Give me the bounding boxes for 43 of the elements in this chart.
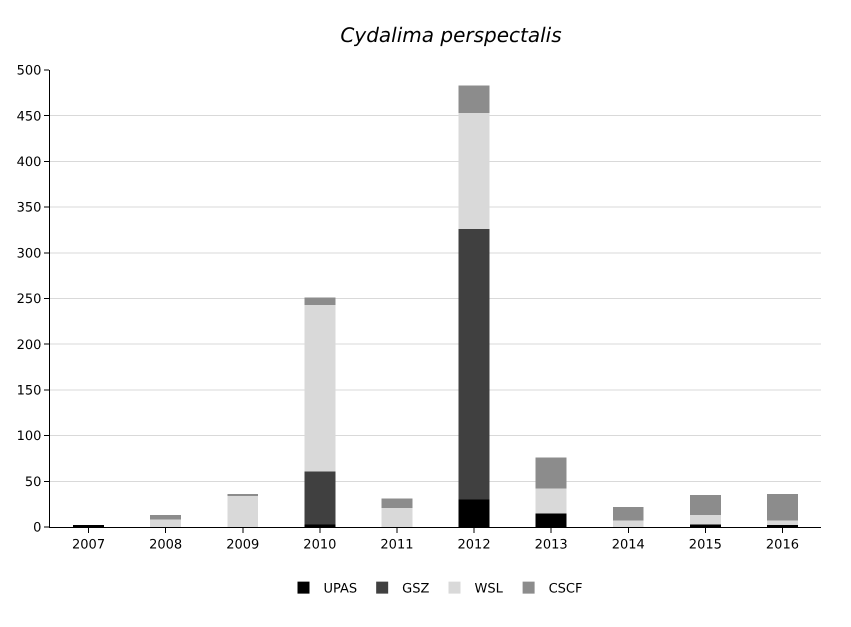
x-tick-label: 2015 xyxy=(688,538,722,553)
legend-label: CSCF xyxy=(548,582,582,597)
x-tick-label: 2008 xyxy=(149,538,182,553)
y-tick-label: 500 xyxy=(16,64,42,79)
x-tick-label: 2010 xyxy=(303,538,336,553)
bar xyxy=(304,298,336,305)
bar xyxy=(767,520,798,526)
bar xyxy=(690,495,721,516)
bar xyxy=(150,520,182,527)
y-tick-label: 350 xyxy=(16,200,42,216)
bar xyxy=(458,229,490,500)
y-tick-label: 50 xyxy=(24,474,42,490)
bar xyxy=(536,488,567,514)
bar xyxy=(458,86,490,113)
y-tick-label: 200 xyxy=(16,338,42,353)
bar xyxy=(227,495,258,527)
bar xyxy=(690,515,721,524)
x-tick-label: 2016 xyxy=(766,538,799,553)
y-tick-label: 300 xyxy=(16,246,42,262)
legend-label: GSZ xyxy=(402,582,430,597)
legend-label: UPAS xyxy=(324,582,358,597)
x-tick-label: 2014 xyxy=(612,538,645,553)
bar xyxy=(536,458,567,489)
bar xyxy=(150,515,182,520)
y-tick-label: 400 xyxy=(16,154,42,170)
y-tick-label: 0 xyxy=(33,520,42,536)
bar xyxy=(612,520,644,527)
x-tick-label: 2009 xyxy=(226,538,260,553)
x-tick-label: 2007 xyxy=(72,538,106,553)
bar xyxy=(767,494,798,521)
y-tick-label: 150 xyxy=(16,383,42,398)
bar xyxy=(382,498,412,508)
y-tick-label: 450 xyxy=(16,109,42,124)
chart-title: Cydalima perspectalis xyxy=(340,23,562,48)
x-tick-label: 2013 xyxy=(534,538,568,553)
bar xyxy=(304,471,336,524)
x-tick-label: 2012 xyxy=(458,538,491,553)
bar xyxy=(382,508,412,527)
bar xyxy=(612,506,644,521)
y-tick-label: 250 xyxy=(16,292,42,308)
legend-label: WSL xyxy=(474,582,504,597)
y-tick-label: 100 xyxy=(16,429,42,444)
x-tick-label: 2011 xyxy=(380,538,414,553)
